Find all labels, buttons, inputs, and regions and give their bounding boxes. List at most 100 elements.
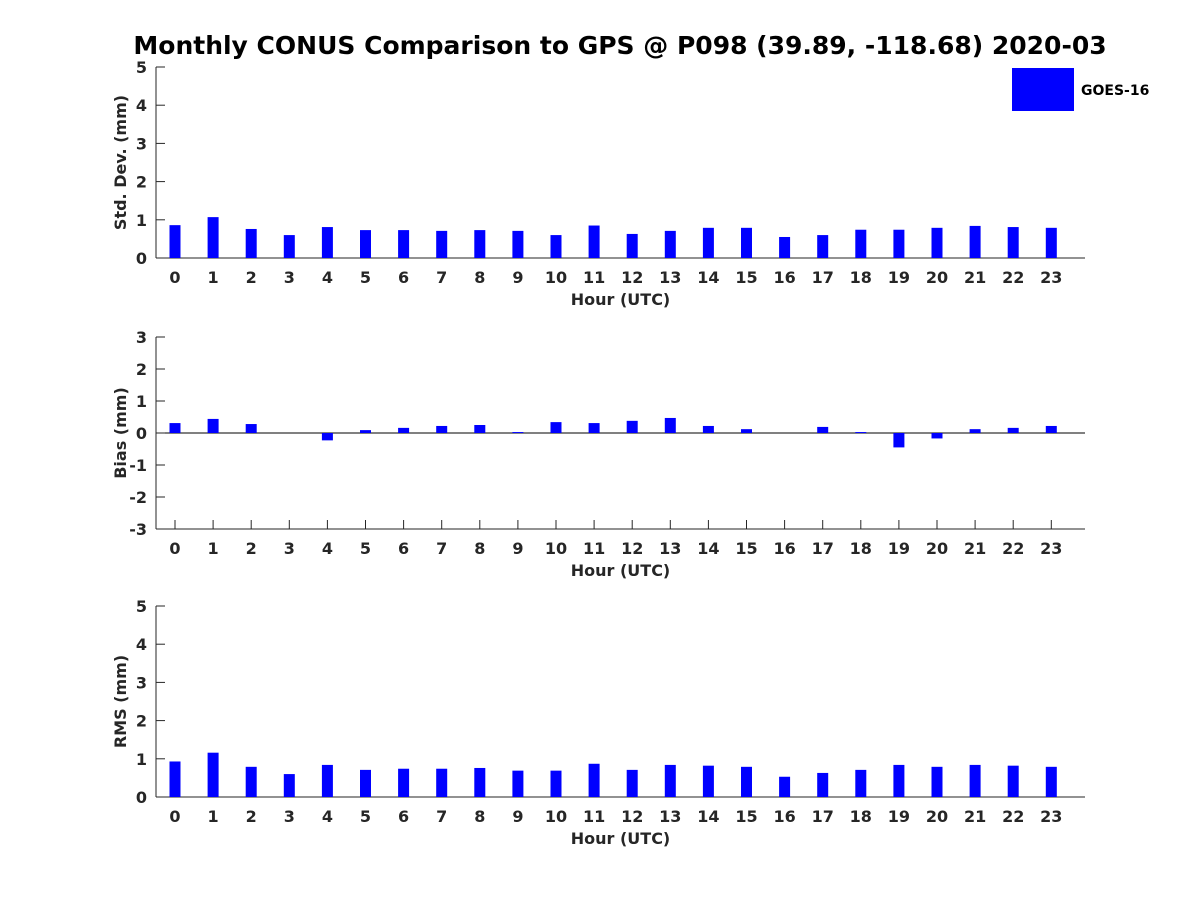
x-tick-label: 11 bbox=[583, 268, 605, 287]
bar-hour-6 bbox=[398, 768, 410, 797]
x-tick-label: 19 bbox=[888, 268, 910, 287]
x-tick-label: 10 bbox=[545, 807, 567, 826]
bar-hour-7 bbox=[436, 425, 448, 433]
x-tick-label: 6 bbox=[398, 807, 409, 826]
bar-hour-12 bbox=[626, 233, 638, 258]
x-tick-label: 17 bbox=[812, 807, 834, 826]
bar-hour-21 bbox=[969, 429, 981, 433]
bar-hour-15 bbox=[741, 429, 752, 433]
x-tick-label: 4 bbox=[322, 539, 333, 558]
bar-hour-10 bbox=[550, 770, 562, 797]
y-tick-label: 2 bbox=[136, 360, 147, 379]
bar-hour-14 bbox=[702, 227, 714, 258]
y-tick-label: 3 bbox=[136, 134, 147, 153]
x-axis-label: Hour (UTC) bbox=[571, 290, 671, 309]
bar-hour-4 bbox=[321, 227, 333, 258]
x-tick-label: 22 bbox=[1002, 268, 1024, 287]
x-tick-label: 16 bbox=[773, 268, 795, 287]
x-tick-label: 4 bbox=[322, 268, 333, 287]
y-tick-label: 2 bbox=[136, 173, 147, 192]
x-tick-label: 17 bbox=[812, 268, 834, 287]
bar-hour-3 bbox=[283, 235, 295, 258]
bar-hour-13 bbox=[664, 230, 676, 258]
x-tick-label: 5 bbox=[360, 807, 371, 826]
y-tick-label: 3 bbox=[136, 328, 147, 347]
bar-hour-21 bbox=[969, 225, 981, 258]
bar-hour-18 bbox=[855, 769, 867, 797]
bar-hour-13 bbox=[664, 764, 676, 797]
bar-hour-4 bbox=[321, 764, 333, 797]
x-tick-label: 2 bbox=[246, 539, 257, 558]
y-axis-label: RMS (mm) bbox=[111, 655, 130, 748]
x-tick-label: 15 bbox=[735, 268, 757, 287]
y-tick-label: 5 bbox=[136, 597, 147, 616]
x-tick-label: 12 bbox=[621, 807, 643, 826]
bar-hour-22 bbox=[1007, 765, 1019, 797]
y-tick-label: 5 bbox=[136, 58, 147, 77]
bar-hour-5 bbox=[360, 430, 371, 433]
y-tick-label: 3 bbox=[136, 673, 147, 692]
x-tick-label: 18 bbox=[850, 268, 872, 287]
bar-hour-12 bbox=[626, 769, 638, 797]
bar-hour-8 bbox=[474, 767, 486, 797]
x-axis-label: Hour (UTC) bbox=[571, 561, 671, 580]
bar-hour-16 bbox=[779, 236, 791, 258]
bar-hour-17 bbox=[817, 426, 829, 433]
x-tick-label: 2 bbox=[246, 268, 257, 287]
x-tick-label: 11 bbox=[583, 539, 605, 558]
x-tick-label: 18 bbox=[850, 539, 872, 558]
bar-hour-1 bbox=[207, 752, 219, 797]
y-tick-label: 4 bbox=[136, 96, 147, 115]
bar-hour-14 bbox=[702, 765, 714, 797]
y-tick-label: -2 bbox=[129, 488, 147, 507]
x-tick-label: 10 bbox=[545, 268, 567, 287]
bar-hour-0 bbox=[169, 761, 181, 797]
y-tick-label: 0 bbox=[136, 788, 147, 807]
x-tick-label: 10 bbox=[545, 539, 567, 558]
x-tick-label: 2 bbox=[246, 807, 257, 826]
x-tick-label: 7 bbox=[436, 807, 447, 826]
x-tick-label: 13 bbox=[659, 268, 681, 287]
x-tick-label: 18 bbox=[850, 807, 872, 826]
x-axis-label: Hour (UTC) bbox=[571, 829, 671, 848]
x-tick-label: 1 bbox=[208, 539, 219, 558]
bar-hour-6 bbox=[398, 427, 410, 433]
bar-hour-15 bbox=[741, 766, 752, 797]
bar-hour-20 bbox=[931, 227, 943, 258]
x-tick-label: 22 bbox=[1002, 539, 1024, 558]
x-tick-label: 16 bbox=[773, 807, 795, 826]
x-tick-label: 5 bbox=[360, 268, 371, 287]
bar-hour-15 bbox=[741, 227, 752, 258]
x-tick-label: 22 bbox=[1002, 807, 1024, 826]
legend-swatch-goes-16 bbox=[1012, 68, 1074, 111]
x-tick-label: 5 bbox=[360, 539, 371, 558]
x-tick-label: 21 bbox=[964, 539, 986, 558]
legend: GOES-16 bbox=[1012, 68, 1149, 111]
bar-hour-0 bbox=[169, 225, 181, 258]
x-tick-label: 7 bbox=[436, 539, 447, 558]
x-tick-label: 13 bbox=[659, 539, 681, 558]
bar-hour-10 bbox=[550, 422, 562, 433]
y-tick-label: 1 bbox=[136, 211, 147, 230]
bar-hour-2 bbox=[245, 424, 257, 433]
bar-hour-4 bbox=[321, 433, 333, 441]
x-tick-label: 14 bbox=[697, 807, 719, 826]
bar-hour-2 bbox=[245, 228, 257, 258]
bar-hour-20 bbox=[931, 766, 943, 797]
x-tick-label: 3 bbox=[284, 539, 295, 558]
x-tick-label: 14 bbox=[697, 268, 719, 287]
x-tick-label: 13 bbox=[659, 807, 681, 826]
bar-hour-18 bbox=[855, 229, 867, 258]
bar-hour-11 bbox=[588, 763, 600, 797]
legend-label-goes-16: GOES-16 bbox=[1081, 83, 1149, 99]
x-tick-label: 9 bbox=[512, 539, 523, 558]
x-tick-label: 0 bbox=[169, 807, 180, 826]
bar-hour-13 bbox=[664, 417, 676, 433]
bar-hour-3 bbox=[283, 774, 295, 797]
bar-hour-6 bbox=[398, 230, 410, 258]
x-tick-label: 19 bbox=[888, 539, 910, 558]
bar-hour-19 bbox=[893, 764, 905, 797]
